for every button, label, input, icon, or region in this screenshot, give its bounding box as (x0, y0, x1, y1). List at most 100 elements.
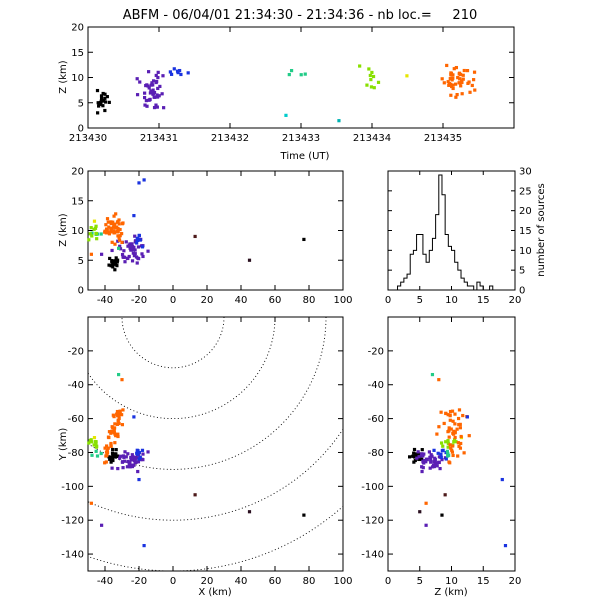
zy-point (447, 460, 451, 464)
time-height-point (457, 71, 462, 76)
xz-point (131, 251, 135, 255)
zy-point (450, 448, 454, 452)
time-height-point (454, 65, 459, 70)
plan-point (123, 450, 127, 454)
plan-xtick-label: -20 (131, 576, 147, 587)
xz-xtick-label: 60 (269, 295, 282, 306)
zy-ytick-label: -140 (361, 550, 384, 561)
zy-ytick-label: -40 (368, 380, 384, 391)
time-height-point (368, 73, 372, 78)
xz-point (94, 231, 98, 236)
xz-point (133, 239, 138, 243)
zy-point (439, 410, 443, 414)
xz-point (118, 244, 122, 248)
zy-point (444, 440, 448, 444)
plan-point (142, 544, 146, 548)
plan-point (111, 447, 115, 452)
chart-marks: 213430 213431 213432 213433 213434 213435 0 5 10… (61, 23, 532, 588)
plan-point (146, 450, 150, 454)
time-height-point (143, 95, 147, 100)
time-height-point (103, 96, 107, 100)
xz-point (113, 242, 117, 246)
xz-point (112, 231, 116, 235)
plan-point (105, 453, 109, 458)
xz-point (140, 252, 144, 256)
xz-point (133, 252, 137, 256)
time-height-point (369, 85, 374, 89)
plan-point (92, 443, 96, 447)
xz-ytick-label: 20 (71, 167, 84, 178)
plan-point (135, 451, 139, 455)
xz-point (130, 259, 135, 263)
time-height-point (460, 79, 464, 83)
plan-point (110, 425, 114, 429)
plan-ylabel: Y (km) (58, 428, 69, 462)
zy-point (416, 452, 420, 456)
xz-point (92, 219, 97, 223)
xz-point (90, 234, 94, 238)
xz-point (247, 258, 252, 262)
plan-point (105, 448, 109, 452)
zy-point (420, 469, 424, 474)
plan-xtick-label: 0 (170, 576, 176, 587)
zy-point (449, 446, 453, 450)
xz-point (113, 268, 117, 272)
time-height-point (99, 102, 103, 106)
histogram-frame (387, 170, 516, 291)
histogram-xtick-label: 5 (417, 295, 423, 306)
time-height-point (459, 84, 463, 88)
time-height-xlabel: Time (UT) (280, 151, 330, 162)
xz-point (132, 254, 136, 258)
zy-point (465, 415, 469, 419)
zy-point (456, 441, 460, 445)
plan-point (116, 434, 120, 439)
xz-xtick-label: 80 (303, 295, 316, 306)
plan-point (116, 419, 120, 423)
time-height-point (454, 95, 458, 99)
zy-point (452, 440, 456, 444)
time-height-point (179, 72, 183, 77)
plan-point (114, 452, 118, 456)
zy-point (446, 451, 450, 456)
time-height-point (154, 73, 158, 78)
xz-point (126, 256, 130, 260)
time-height-point (175, 69, 180, 73)
time-height-point (103, 92, 107, 96)
zy-point (447, 435, 451, 439)
zy-point (448, 409, 453, 414)
time-height-point (99, 97, 104, 101)
plan-xtick-label: 60 (269, 576, 282, 587)
time-height-point (172, 67, 176, 71)
time-height-point (186, 71, 190, 75)
plan-ytick-label: -80 (68, 448, 84, 459)
plan-point (132, 463, 136, 467)
histogram-ytick-label: 5 (519, 266, 525, 277)
xz-point (104, 231, 108, 235)
xz-point (88, 232, 92, 236)
plan-point (113, 422, 117, 426)
zy-point (437, 460, 441, 465)
zy-point (430, 454, 434, 458)
xz-point (112, 225, 117, 229)
xz-point (105, 217, 110, 221)
time-height-point (103, 108, 107, 113)
xz-point (120, 252, 125, 257)
zy-point (443, 493, 447, 497)
plan-point (121, 466, 125, 470)
xz-point (103, 229, 107, 233)
time-height-point (148, 98, 152, 102)
time-height-point (155, 105, 159, 109)
histogram-ytick-label: 30 (519, 167, 532, 178)
time-height-point (149, 89, 153, 93)
time-height-ytick-label: 20 (71, 23, 84, 34)
zy-ytick-label: -80 (368, 448, 384, 459)
time-height-point (452, 67, 456, 71)
plan-point (115, 409, 120, 414)
time-height-xtick-label: 213432 (211, 133, 249, 144)
plan-point (133, 460, 137, 464)
plan-xtick-label: 80 (303, 576, 316, 587)
xz-point (93, 226, 98, 230)
xz-point (133, 234, 137, 238)
plan-point (89, 501, 93, 505)
zy-point (412, 455, 417, 459)
